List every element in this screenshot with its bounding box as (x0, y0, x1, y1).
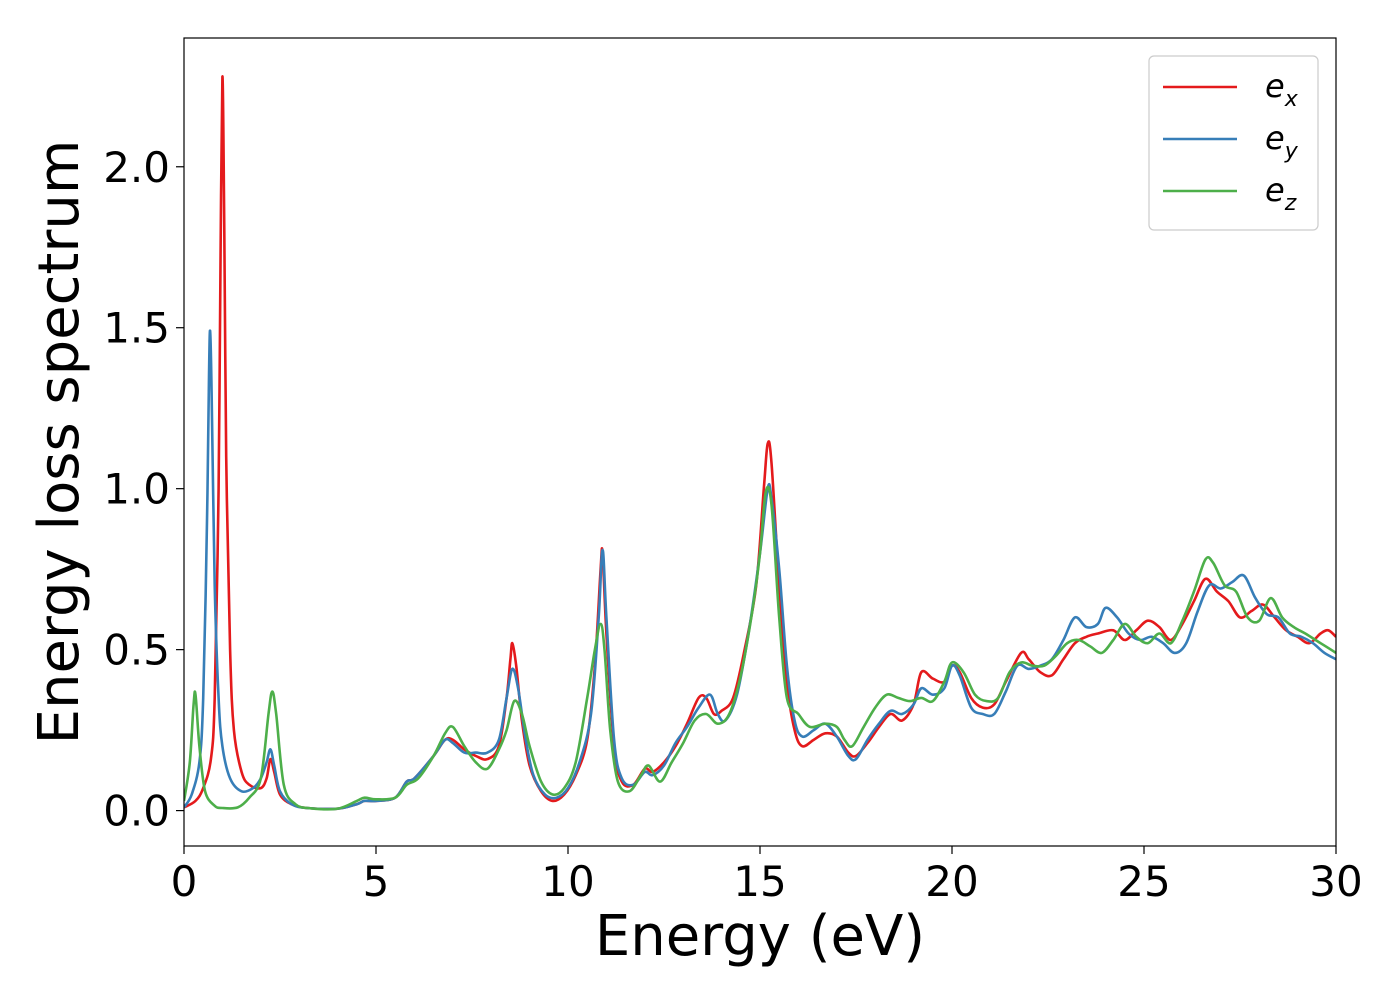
y-tick-label: 2.0 (103, 143, 170, 192)
legend-label-base: e (1265, 119, 1285, 157)
series-layer (184, 75, 1336, 811)
y-axis-ticks: 0.0 0.5 1.0 1.5 2.0 (103, 143, 184, 836)
legend-label-x: ex (1265, 67, 1299, 112)
series-line-y (184, 329, 1336, 811)
x-axis-ticks: 0 5 10 15 20 25 30 (171, 846, 1363, 906)
legend-label-z: ez (1265, 171, 1297, 216)
x-tick-label: 20 (925, 857, 978, 906)
y-tick-label: 1.5 (103, 304, 170, 353)
x-tick-label: 25 (1117, 857, 1170, 906)
legend-label-y: ey (1265, 119, 1299, 164)
y-tick-label: 1.0 (103, 465, 170, 514)
legend-label-base: e (1265, 67, 1285, 105)
x-tick-label: 5 (363, 857, 390, 906)
x-tick-label: 10 (541, 857, 594, 906)
x-tick-label: 15 (733, 857, 786, 906)
x-tick-label: 0 (171, 857, 198, 906)
y-tick-label: 0.5 (103, 626, 170, 675)
x-axis-title: Energy (eV) (595, 904, 925, 969)
legend-label-subscript: x (1284, 87, 1299, 112)
series-line-z (184, 485, 1336, 811)
y-axis-title: Energy loss spectrum (27, 140, 92, 745)
legend-box (1148, 55, 1319, 231)
x-tick-label: 30 (1309, 857, 1362, 906)
legend-label-subscript: y (1284, 139, 1299, 164)
series-line-x (184, 75, 1336, 811)
legend-label-base: e (1265, 171, 1285, 209)
y-tick-label: 0.0 (103, 787, 170, 836)
legend-label-subscript: z (1284, 191, 1297, 216)
